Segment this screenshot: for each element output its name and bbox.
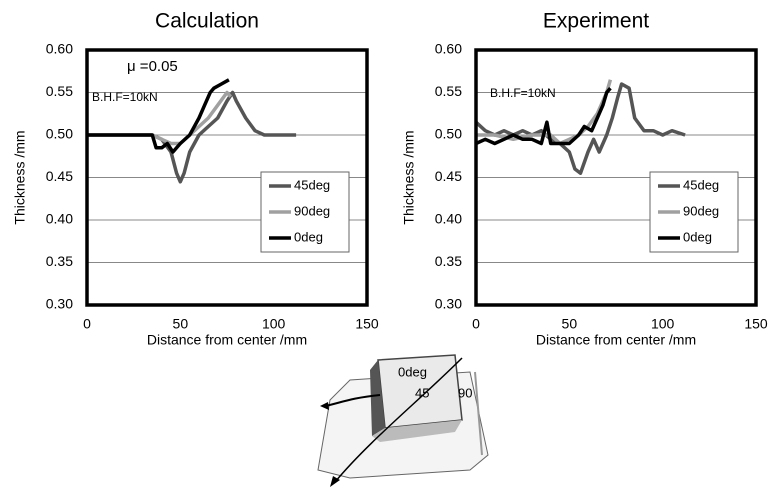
y-tick-label: 0.55	[435, 83, 462, 99]
y-tick-label: 0.55	[46, 83, 73, 99]
y-tick-label: 0.35	[435, 253, 462, 269]
annotation: μ =0.05	[127, 58, 178, 75]
y-tick-label: 0.30	[46, 296, 73, 312]
x-tick-label: 0	[472, 316, 480, 332]
page: 0deg 45 90 Calculation 0.30 0.35 0.40 0.45 0.…	[0, 0, 768, 490]
x-tick-label: 100	[651, 316, 675, 332]
x-axis-label: Distance from center /mm	[536, 332, 696, 348]
y-tick-label: 0.60	[46, 41, 73, 57]
x-tick-label: 0	[83, 316, 91, 332]
part-image: 0deg 45 90	[318, 355, 488, 487]
x-tick-label: 50	[562, 316, 578, 332]
legend-label: 90deg	[683, 203, 719, 218]
figure-label: 45	[415, 385, 429, 400]
data-line	[87, 93, 296, 182]
legend-label: 0deg	[294, 229, 323, 244]
legend-label: 0deg	[683, 229, 712, 244]
chart-title: Calculation	[155, 10, 259, 33]
y-tick-label: 0.40	[46, 211, 73, 227]
annotation: B.H.F=10kN	[490, 86, 556, 100]
y-tick-label: 0.40	[435, 211, 462, 227]
y-tick-label: 0.45	[435, 168, 462, 184]
arrow-head	[320, 402, 329, 410]
legend-label: 90deg	[294, 203, 330, 218]
figure: 0deg 45 90 Calculation 0.30 0.35 0.40 0.45 0.…	[0, 0, 768, 490]
y-tick-label: 0.50	[435, 126, 462, 142]
x-tick-label: 100	[262, 316, 286, 332]
legend-label: 45deg	[683, 177, 719, 192]
y-axis-label: Thickness /mm	[12, 130, 28, 224]
y-tick-label: 0.35	[46, 253, 73, 269]
y-tick-label: 0.50	[46, 126, 73, 142]
y-tick-label: 0.45	[46, 168, 73, 184]
x-tick-label: 50	[173, 316, 189, 332]
y-tick-label: 0.60	[435, 41, 462, 57]
legend-label: 45deg	[294, 177, 330, 192]
annotation: B.H.F=10kN	[92, 90, 158, 104]
figure-label: 0deg	[398, 364, 427, 379]
y-tick-label: 0.30	[435, 296, 462, 312]
y-axis-label: Thickness /mm	[401, 130, 417, 224]
figure-label: 90	[458, 385, 472, 400]
x-tick-label: 150	[355, 316, 379, 332]
x-axis-label: Distance from center /mm	[147, 332, 307, 348]
chart-title: Experiment	[543, 10, 649, 33]
x-tick-label: 150	[744, 316, 768, 332]
